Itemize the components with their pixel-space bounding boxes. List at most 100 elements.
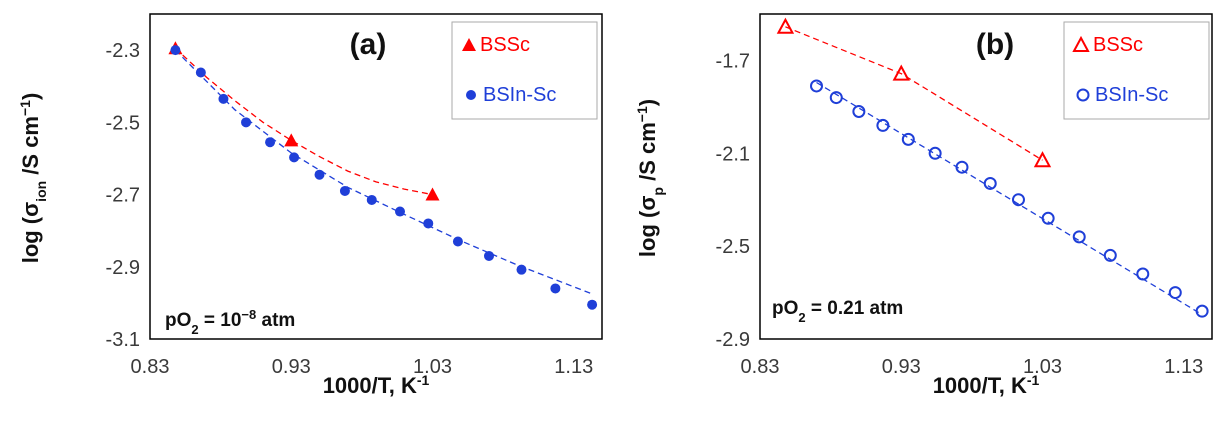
x-axis-title: 1000/T, K-1 — [323, 372, 430, 398]
data-point-bsinsc — [810, 79, 823, 93]
data-point-bsinsc — [901, 132, 915, 146]
data-point-bsinsc — [314, 169, 325, 180]
condition-annotation: pO2 = 10−8 atm — [165, 307, 295, 337]
annotation-suffix: atm — [256, 310, 295, 331]
data-point-bsinsc — [289, 152, 300, 163]
x-tick-labels: 0.83 0.93 1.03 1.13 — [131, 356, 594, 378]
legend-label-bssc: BSSc — [1093, 34, 1143, 56]
x-axis-title-text: 1000/T, K — [933, 373, 1027, 398]
x-tick-label: 1.13 — [554, 356, 593, 378]
data-point-bsinsc — [170, 45, 181, 56]
legend-marker-bsinsc — [1076, 88, 1090, 102]
y-axis-title: log (σp /S cm−1) — [634, 99, 666, 257]
data-point-bsinsc — [218, 93, 229, 104]
plot-frame — [759, 13, 1213, 340]
data-point-bsinsc — [1136, 267, 1150, 281]
condition-annotation: pO2 = 0.21 atm — [772, 298, 903, 325]
annotation-sup: −8 — [241, 307, 256, 322]
y-axis-title-suffix: ) — [635, 99, 660, 106]
plot-frame — [149, 13, 603, 340]
panel-label: (a) — [350, 28, 387, 61]
data-point-bsinsc — [452, 236, 463, 247]
y-axis-title-sub: p — [650, 187, 666, 196]
data-point-bsinsc — [484, 250, 494, 261]
y-axis-title-prefix: log (σ — [18, 202, 43, 263]
x-tick-label: 1.13 — [1164, 356, 1203, 378]
y-tick-label: -2.9 — [106, 257, 140, 279]
x-tick-label: 0.93 — [272, 356, 311, 378]
x-axis-title-sup: -1 — [1027, 372, 1040, 388]
data-point-bsinsc — [955, 160, 969, 174]
legend-marker-bssc — [1072, 35, 1090, 52]
x-tick-labels: 0.83 0.93 1.03 1.13 — [741, 356, 1204, 378]
panel-a: 0.83 0.93 1.03 1.13 -2.3 -2.5 -2.7 -2.9 -3.1 (a… — [17, 13, 603, 398]
y-tick-label: -3.1 — [106, 329, 140, 351]
y-axis-title-sup: −1 — [634, 106, 650, 122]
annotation-prefix: pO — [165, 310, 191, 331]
y-tick-label: -1.7 — [716, 50, 750, 72]
legend-label-bsinsc: BSIn-Sc — [1095, 84, 1168, 106]
y-axis-title-mid: /S cm — [18, 116, 43, 181]
data-point-bssc — [892, 64, 910, 81]
data-point-bsinsc — [928, 146, 942, 160]
data-point-bsinsc — [829, 91, 843, 105]
y-tick-label: -2.7 — [106, 185, 140, 207]
data-point-bsinsc — [550, 283, 561, 294]
annotation-mid: = 10 — [199, 310, 242, 331]
data-point-bsinsc — [1041, 211, 1055, 225]
data-point-bssc — [425, 187, 440, 201]
legend-marker-bsinsc — [466, 90, 476, 100]
data-point-bsinsc — [587, 299, 598, 310]
data-point-bsinsc — [366, 194, 377, 205]
data-point-bsinsc — [516, 264, 527, 275]
data-point-bsinsc — [423, 218, 434, 229]
y-axis-title: log (σion /S cm−1) — [17, 93, 49, 264]
data-point-bsinsc — [339, 185, 350, 196]
y-tick-labels: -2.3 -2.5 -2.7 -2.9 -3.1 — [106, 40, 140, 351]
y-axis-title-sub: ion — [33, 181, 49, 202]
data-point-bsinsc — [852, 105, 866, 118]
fit-line-bssc — [785, 26, 1043, 161]
panel-label: (b) — [976, 28, 1014, 61]
x-axis-title-sup: -1 — [417, 372, 430, 388]
annotation-mid: = 0.21 atm — [806, 298, 904, 319]
data-point-bsinsc — [983, 176, 997, 190]
legend: BSSc BSIn-Sc — [1063, 21, 1210, 120]
x-tick-label: 1.03 — [413, 356, 452, 378]
x-axis-title: 1000/T, K-1 — [933, 372, 1040, 398]
annotation-prefix: pO — [772, 298, 798, 319]
panel-b: 0.83 0.93 1.03 1.13 -1.7 -2.1 -2.5 -2.9 (b) BS… — [634, 13, 1213, 398]
legend-box — [451, 21, 598, 120]
data-point-bsinsc — [195, 67, 206, 78]
data-point-bsinsc — [1011, 193, 1025, 207]
annotation-sub: 2 — [191, 322, 198, 337]
y-tick-label: -2.1 — [716, 143, 750, 165]
data-point-bsinsc — [1072, 230, 1086, 244]
y-tick-label: -2.5 — [716, 236, 750, 258]
data-point-bsinsc — [1168, 286, 1182, 300]
y-tick-label: -2.9 — [716, 329, 750, 351]
y-tick-label: -2.5 — [106, 112, 140, 134]
y-axis-title-suffix: ) — [18, 93, 43, 100]
data-markers — [776, 17, 1209, 318]
legend-label-bsinsc: BSIn-Sc — [483, 84, 556, 106]
data-point-bsinsc — [876, 118, 890, 132]
fit-line-bssc — [174, 47, 433, 196]
legend-label-bssc: BSSc — [480, 34, 530, 56]
x-tick-label: 0.83 — [131, 356, 170, 378]
y-tick-labels: -1.7 -2.1 -2.5 -2.9 — [716, 50, 750, 351]
x-tick-label: 0.83 — [741, 356, 780, 378]
data-point-bsinsc — [395, 206, 406, 217]
annotation-sub: 2 — [798, 310, 805, 325]
y-axis-title-prefix: log (σ — [635, 196, 660, 257]
data-point-bssc — [776, 17, 795, 34]
data-point-bssc — [284, 133, 299, 147]
x-tick-label: 1.03 — [1023, 356, 1062, 378]
x-tick-label: 0.93 — [882, 356, 921, 378]
y-tick-label: -2.3 — [106, 40, 140, 62]
data-point-bsinsc — [241, 117, 252, 128]
y-axis-title-mid: /S cm — [635, 122, 660, 187]
legend-marker-bssc — [462, 38, 476, 51]
